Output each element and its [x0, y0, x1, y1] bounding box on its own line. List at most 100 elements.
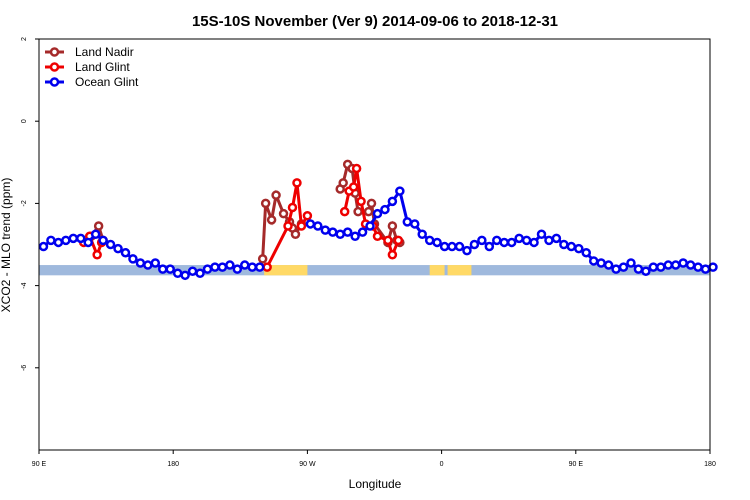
point-2-61	[536, 229, 547, 239]
point-2-27	[240, 260, 250, 270]
point-2-7	[90, 229, 101, 239]
point-2-66	[574, 243, 584, 254]
point-2-37	[357, 227, 368, 237]
point-2-10	[113, 243, 123, 254]
legend-label-2: Ocean Glint	[75, 75, 139, 89]
point-1-2	[92, 250, 102, 260]
legend-marker-0	[49, 47, 60, 57]
point-2-14	[143, 260, 153, 270]
y-tick-label-3: -4	[21, 282, 28, 288]
point-1-7	[292, 178, 302, 188]
point-2-67	[581, 247, 591, 258]
land-band-1	[429, 265, 445, 276]
point-2-38	[365, 221, 375, 231]
point-2-21	[195, 268, 205, 279]
point-0-7	[278, 208, 289, 219]
point-2-42	[395, 186, 405, 196]
point-1-4	[262, 262, 272, 272]
x-axis-label: Longitude	[349, 477, 402, 491]
point-0-13	[338, 178, 348, 188]
point-2-64	[559, 239, 569, 250]
series-group	[38, 159, 718, 281]
point-2-1	[46, 235, 56, 246]
point-2-31	[313, 221, 323, 231]
point-2-34	[335, 229, 345, 239]
point-2-82	[693, 262, 703, 272]
point-2-49	[447, 241, 457, 252]
point-2-3	[61, 235, 71, 246]
point-1-13	[351, 163, 362, 174]
point-2-44	[410, 219, 420, 229]
x-tick-label-3: 0	[440, 461, 444, 468]
point-1-17	[372, 231, 383, 242]
point-2-55	[492, 235, 502, 246]
point-2-17	[165, 264, 175, 274]
point-2-32	[320, 225, 331, 235]
point-2-58	[514, 233, 524, 244]
point-2-53	[477, 235, 487, 246]
point-2-30	[305, 219, 316, 229]
point-2-45	[417, 229, 427, 239]
point-1-5	[283, 221, 293, 231]
surface-band	[39, 265, 710, 276]
point-0-3	[257, 254, 268, 264]
point-2-76	[648, 262, 659, 272]
x-tick-label-0: 90 E	[32, 461, 47, 468]
ocean-band	[39, 265, 710, 276]
point-2-59	[521, 235, 532, 246]
point-1-8	[296, 221, 307, 231]
point-2-65	[566, 241, 577, 252]
point-2-13	[135, 258, 146, 268]
point-2-5	[76, 233, 86, 244]
x-tick-label-5: 180	[704, 461, 716, 468]
point-2-35	[342, 227, 353, 237]
point-2-81	[685, 260, 696, 270]
legend-label-0: Land Nadir	[75, 45, 134, 59]
plot-frame	[38, 38, 711, 451]
point-2-40	[380, 204, 390, 215]
point-2-62	[544, 235, 554, 246]
point-2-56	[499, 237, 509, 248]
point-1-6	[287, 202, 298, 213]
point-2-6	[83, 237, 93, 248]
point-0-5	[266, 215, 277, 225]
point-2-9	[105, 239, 116, 250]
point-2-72	[618, 262, 629, 272]
point-2-74	[633, 264, 644, 274]
point-2-29	[254, 262, 265, 272]
x-tick-label-4: 90 E	[569, 461, 584, 468]
point-0-6	[271, 190, 281, 200]
point-2-70	[603, 260, 614, 270]
y-axis-label: XCO2 - MLO trend (ppm)	[0, 178, 13, 313]
land-band-2	[447, 265, 472, 276]
point-2-11	[120, 247, 131, 258]
point-0-17	[353, 206, 363, 217]
point-2-4	[68, 233, 79, 244]
point-2-69	[596, 258, 606, 268]
point-2-68	[588, 256, 599, 266]
point-2-60	[529, 237, 539, 248]
legend-label-1: Land Glint	[75, 60, 130, 74]
x-tick-label-1: 180	[167, 461, 179, 468]
point-1-14	[356, 196, 366, 207]
point-2-54	[484, 241, 495, 252]
point-2-2	[53, 237, 64, 248]
point-2-78	[663, 260, 673, 270]
point-2-79	[670, 260, 681, 270]
point-1-12	[348, 182, 359, 192]
point-2-83	[700, 264, 711, 274]
point-2-12	[128, 254, 138, 264]
point-2-46	[424, 235, 435, 246]
point-2-84	[708, 262, 718, 272]
point-1-9	[302, 210, 313, 221]
point-2-48	[439, 241, 450, 252]
point-2-57	[506, 237, 517, 248]
land-band-0	[264, 265, 308, 276]
point-2-15	[150, 258, 161, 268]
point-2-0	[38, 241, 49, 252]
point-1-10	[339, 206, 350, 217]
point-2-75	[641, 266, 651, 276]
x-axis: 90 E 180 90 W 0 90 E 180	[32, 450, 716, 468]
